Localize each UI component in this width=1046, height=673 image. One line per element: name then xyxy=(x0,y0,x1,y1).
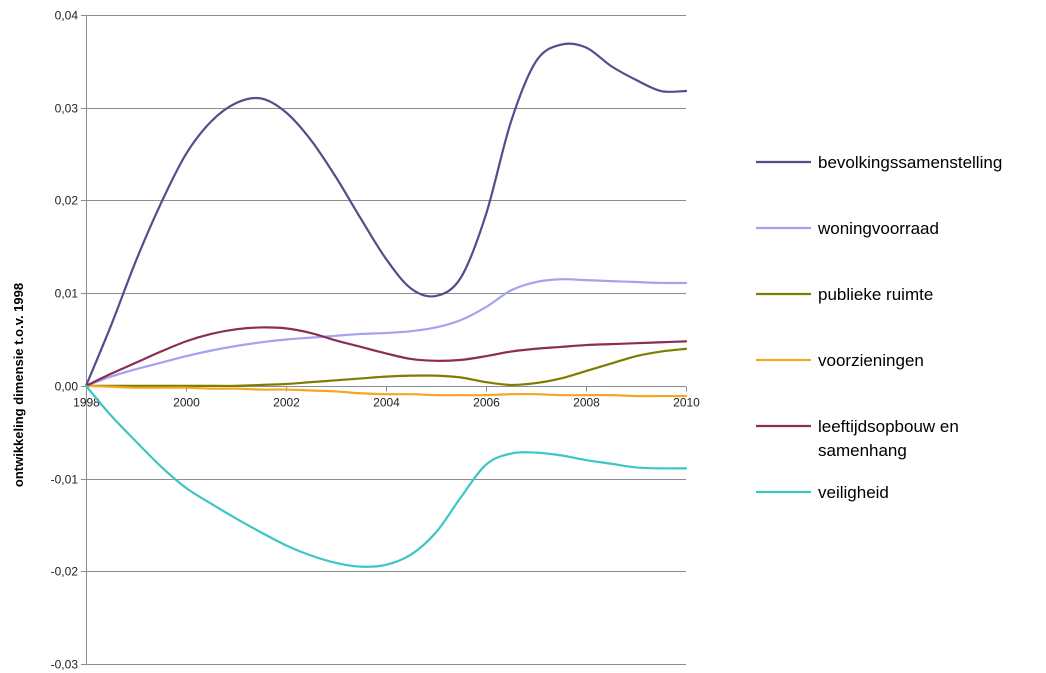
series-lines xyxy=(84,42,688,568)
legend: bevolkingssamenstelling woningvoorraad pub… xyxy=(756,153,1002,502)
x-tick-label: 2002 xyxy=(273,396,300,410)
y-tick-label: 0,04 xyxy=(55,9,79,23)
gridlines xyxy=(81,15,686,665)
series-line-leeftijdsopbouw-en-samenhang xyxy=(84,326,688,387)
legend-label-bevolkingssamenstelling: bevolkingssamenstelling xyxy=(818,153,1002,172)
y-tick-label: -0,03 xyxy=(51,658,79,672)
y-tick-label: 0,01 xyxy=(55,287,79,301)
legend-label-leeftijdsopbouw-en-samenhang: leeftijdsopbouw en samenhang xyxy=(818,417,959,460)
y-tick-label: 0,02 xyxy=(55,194,79,208)
series-line-publieke-ruimte xyxy=(84,347,688,388)
y-tick-label: 0,00 xyxy=(55,380,79,394)
axes xyxy=(86,15,687,664)
x-tick-labels: 1998 2000 2002 2004 2006 2008 2010 xyxy=(73,396,700,410)
x-tick-label: 1998 xyxy=(73,396,100,410)
x-tick-label: 2004 xyxy=(373,396,400,410)
y-tick-label: 0,03 xyxy=(55,102,79,116)
legend-label-veiligheid: veiligheid xyxy=(818,483,889,502)
series-line-voorzieningen xyxy=(84,384,688,398)
legend-label-woningvoorraad: woningvoorraad xyxy=(817,219,939,238)
x-tick-label: 2010 xyxy=(673,396,700,410)
y-tick-labels: -0,03 -0,02 -0,01 0,00 0,01 0,02 0,03 0,04 xyxy=(51,9,79,672)
x-tick-label: 2008 xyxy=(573,396,600,410)
x-tick-label: 2006 xyxy=(473,396,500,410)
y-tick-label: -0,01 xyxy=(51,473,79,487)
series-line-woningvoorraad xyxy=(84,278,688,387)
legend-label-publieke-ruimte: publieke ruimte xyxy=(818,285,933,304)
series-line-bevolkingssamenstelling xyxy=(84,42,688,387)
x-tick-label: 2000 xyxy=(173,396,200,410)
series-line-veiligheid xyxy=(84,384,688,568)
legend-label-voorzieningen: voorzieningen xyxy=(818,351,924,370)
y-tick-label: -0,02 xyxy=(51,565,79,579)
y-axis-title: ontwikkeling dimensie t.o.v. 1998 xyxy=(11,283,26,487)
